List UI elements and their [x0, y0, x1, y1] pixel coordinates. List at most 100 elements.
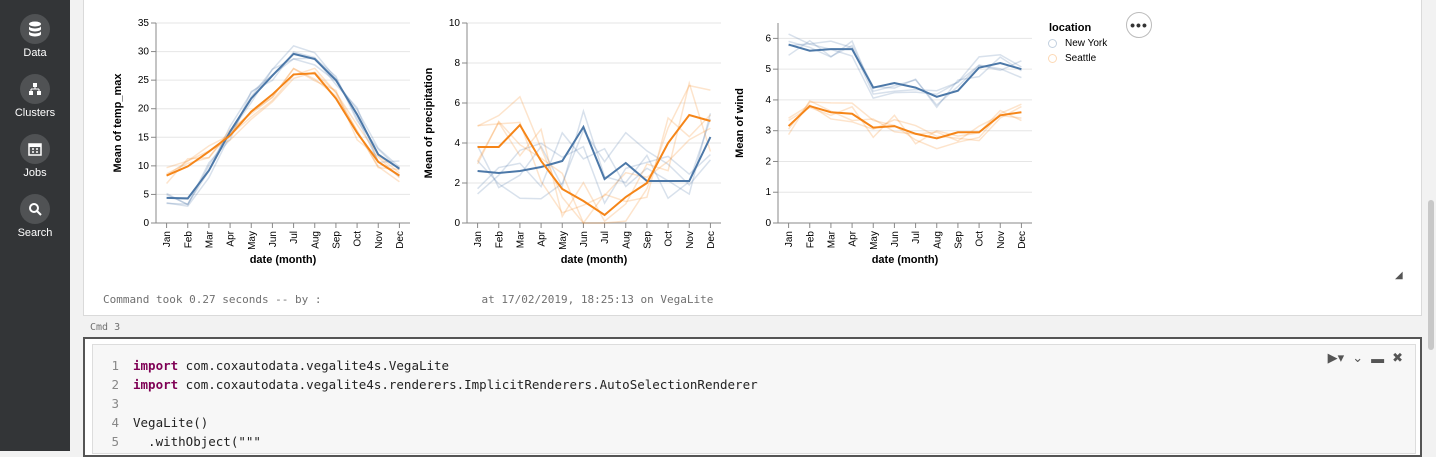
legend-item-seattle[interactable]: Seattle	[1048, 53, 1096, 64]
command-took-status: Command took 0.27 seconds -- by : at 17/0…	[103, 293, 713, 306]
y-tick-label: 30	[138, 47, 150, 58]
close-cell-icon[interactable]: ✖	[1392, 350, 1403, 365]
series-line-new-york	[788, 43, 1022, 98]
y-tick-label: 4	[765, 95, 771, 106]
x-tick-label: Sep	[331, 231, 342, 249]
y-tick-label: 15	[138, 132, 150, 143]
sidebar-item-search[interactable]: Search	[0, 194, 70, 239]
x-tick-label: Jun	[890, 231, 901, 247]
y-tick-label: 5	[143, 189, 149, 200]
series-year-line	[788, 39, 1022, 109]
cell-menu-chevron-icon[interactable]: ⌄	[1352, 350, 1364, 365]
y-tick-label: 25	[138, 75, 150, 86]
y-tick-label: 8	[454, 58, 460, 69]
legend-label: Seattle	[1065, 53, 1097, 64]
series-year-line	[787, 99, 1022, 142]
command-took-suffix: at 17/02/2019, 18:25:13 on VegaLite	[481, 293, 714, 306]
legend-swatch	[1048, 39, 1057, 48]
x-tick-label: May	[247, 231, 258, 250]
series-year-line	[477, 142, 711, 205]
gutter	[70, 0, 83, 451]
y-tick-label: 6	[454, 98, 460, 109]
minimize-cell-icon[interactable]: ▬	[1371, 350, 1385, 366]
sidebar-item-label: Data	[23, 47, 47, 59]
sidebar-item-label: Clusters	[14, 107, 56, 119]
x-axis-title: date (month)	[561, 254, 628, 266]
y-tick-label: 10	[138, 161, 150, 172]
x-tick-label: Oct	[664, 231, 675, 247]
chart-actions-button[interactable]: •••	[1126, 12, 1152, 38]
series-year-line	[166, 71, 400, 174]
legend-label: New York	[1065, 38, 1108, 49]
x-tick-label: May	[558, 231, 569, 250]
x-tick-label: Oct	[353, 231, 364, 247]
cmd-label: Cmd 3	[90, 322, 121, 333]
x-tick-label: Dec	[706, 231, 717, 249]
series-year-line	[787, 101, 1022, 150]
y-tick-label: 20	[138, 104, 150, 115]
database-icon	[20, 14, 50, 44]
series-line-new-york	[477, 124, 712, 182]
x-tick-label: Feb	[805, 231, 816, 249]
series-year-line	[476, 108, 712, 200]
y-tick-label: 10	[449, 18, 461, 29]
x-tick-label: Jul	[289, 231, 300, 244]
code-line: 5 .withObject("""	[111, 434, 261, 449]
x-tick-label: Feb	[494, 231, 505, 249]
x-tick-label: Dec	[1017, 231, 1028, 249]
series-year-line	[476, 114, 711, 225]
series-year-line	[166, 44, 400, 208]
x-tick-label: Feb	[183, 231, 194, 249]
series-line-seattle	[166, 72, 400, 177]
y-tick-label: 4	[454, 138, 460, 149]
legend-swatch	[1048, 54, 1057, 63]
x-tick-label: Aug	[310, 231, 321, 249]
sidebar-item-label: Search	[17, 227, 53, 239]
x-tick-label: Aug	[621, 231, 632, 249]
x-tick-label: Nov	[374, 231, 385, 249]
series-year-line	[477, 121, 711, 214]
x-tick-label: Nov	[996, 231, 1007, 249]
page-scrollbar[interactable]	[1428, 200, 1434, 350]
series-year-line	[476, 80, 712, 223]
chart-2: 0 2 4 6 8 10 Jan Feb Mar Apr May Jun Jul Aug Sep Oct Nov…	[423, 18, 721, 266]
search-icon	[20, 194, 50, 224]
code-editor[interactable]: ▶▾ ⌄ ▬ ✖ 1 import com.coxautodata.vegalit…	[92, 344, 1416, 454]
legend-item-new-york[interactable]: New York	[1048, 38, 1107, 49]
y-axis-title: Mean of wind	[734, 88, 746, 158]
x-tick-label: Dec	[395, 231, 406, 249]
clusters-icon	[20, 74, 50, 104]
output-cell	[83, 0, 1422, 316]
x-tick-label: Mar	[826, 230, 837, 248]
x-tick-label: Aug	[932, 231, 943, 249]
x-tick-label: Nov	[685, 231, 696, 249]
x-tick-label: Jul	[911, 231, 922, 244]
code-line: 1 import com.coxautodata.vegalite4s.VegaL…	[111, 358, 450, 373]
x-tick-label: Apr	[848, 230, 859, 246]
y-tick-label: 2	[765, 156, 771, 167]
y-tick-label: 0	[143, 218, 149, 229]
y-tick-label: 0	[454, 218, 460, 229]
x-tick-label: Mar	[515, 230, 526, 248]
legend-title: location	[1049, 22, 1092, 34]
x-tick-label: Mar	[204, 230, 215, 248]
command-took-prefix: Command took 0.27 seconds -- by :	[103, 293, 322, 306]
x-axis-title: date (month)	[250, 254, 317, 266]
sidebar: Data Clusters Jobs Search	[0, 0, 70, 451]
calendar-icon	[20, 134, 50, 164]
x-tick-label: Jul	[600, 231, 611, 244]
sidebar-item-jobs[interactable]: Jobs	[0, 134, 70, 179]
y-tick-label: 35	[138, 18, 150, 29]
y-tick-label: 5	[765, 64, 771, 75]
resize-handle-icon[interactable]: ◢	[1395, 270, 1403, 281]
run-cell-icon[interactable]: ▶▾	[1327, 350, 1345, 365]
x-tick-label: Jan	[784, 231, 795, 247]
y-axis-title: Mean of precipitation	[423, 67, 435, 178]
sidebar-item-clusters[interactable]: Clusters	[0, 74, 70, 119]
y-axis-title: Mean of temp_max	[112, 73, 124, 173]
x-tick-label: Apr	[537, 230, 548, 246]
x-axis-title: date (month)	[872, 254, 939, 266]
sidebar-item-data[interactable]: Data	[0, 14, 70, 59]
y-tick-label: 1	[765, 187, 771, 198]
